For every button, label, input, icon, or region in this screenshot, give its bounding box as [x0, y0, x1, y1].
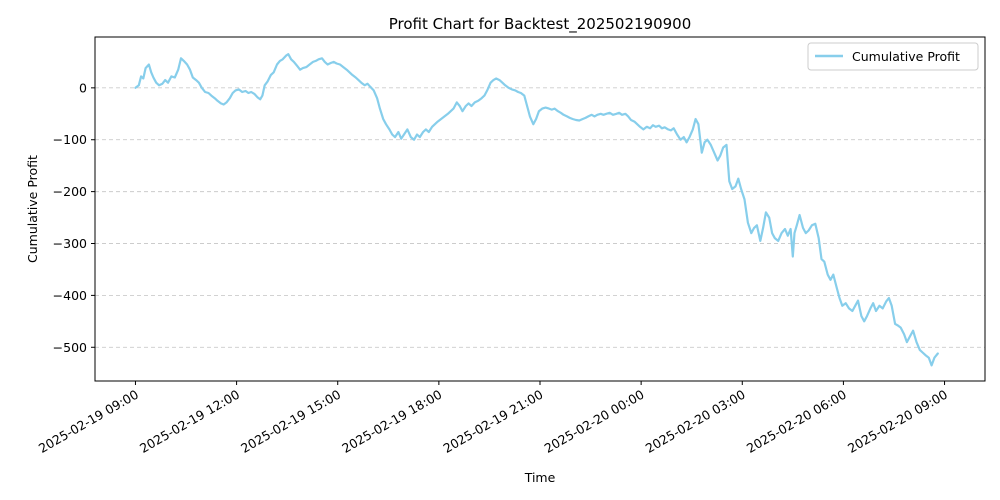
legend-label-cumulative-profit: Cumulative Profit	[852, 49, 960, 64]
y-axis-ticks: 0 −100 −200 −300 −400 −500	[53, 80, 95, 355]
y-tick-label: −200	[53, 184, 87, 199]
grid-lines	[95, 87, 985, 348]
y-tick-label: −300	[53, 236, 87, 251]
chart-title: Profit Chart for Backtest_202502190900	[389, 15, 692, 34]
legend: Cumulative Profit	[807, 42, 979, 71]
x-axis-label: Time	[524, 470, 556, 485]
y-axis-label: Cumulative Profit	[25, 155, 40, 263]
series-layer	[134, 53, 939, 367]
y-tick-label: −500	[53, 340, 87, 355]
y-tick-label: −100	[53, 132, 87, 147]
series-line-cumulative-profit	[134, 53, 939, 367]
y-tick-label: 0	[79, 80, 87, 95]
legend-box	[807, 42, 979, 71]
y-tick-label: −400	[53, 288, 87, 303]
